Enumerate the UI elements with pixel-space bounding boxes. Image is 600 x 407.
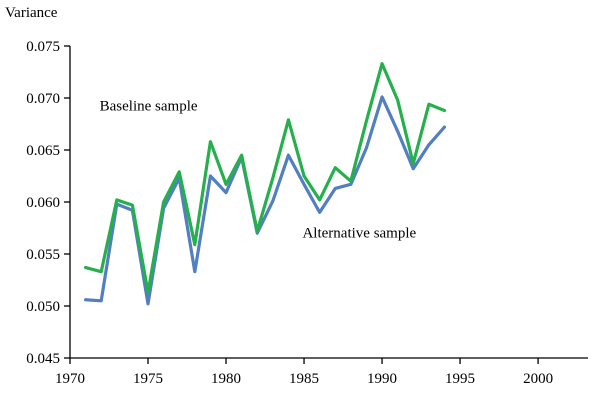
annotation-baseline-sample: Baseline sample bbox=[100, 98, 198, 114]
y-tick-label: 0.075 bbox=[26, 39, 60, 55]
x-tick-label: 1980 bbox=[211, 371, 241, 387]
series-line-alternative-sample bbox=[84, 95, 447, 306]
x-tick-label: 1985 bbox=[289, 371, 319, 387]
series-line-baseline-sample bbox=[84, 62, 447, 295]
y-axis-title: Variance bbox=[5, 5, 58, 21]
y-tick-label: 0.070 bbox=[26, 91, 60, 107]
annotation-alternative-sample: Alternative sample bbox=[302, 225, 416, 241]
y-tick-label: 0.055 bbox=[26, 247, 60, 263]
x-tick-label: 1970 bbox=[55, 371, 85, 387]
x-tick-label: 1995 bbox=[445, 371, 475, 387]
x-tick-label: 1990 bbox=[367, 371, 397, 387]
y-tick-label: 0.045 bbox=[26, 351, 60, 367]
y-tick-label: 0.065 bbox=[26, 143, 60, 159]
x-tick-label: 1975 bbox=[133, 371, 163, 387]
y-tick-label: 0.060 bbox=[26, 195, 60, 211]
x-tick-label: 2000 bbox=[523, 371, 553, 387]
y-tick-label: 0.050 bbox=[26, 299, 60, 315]
